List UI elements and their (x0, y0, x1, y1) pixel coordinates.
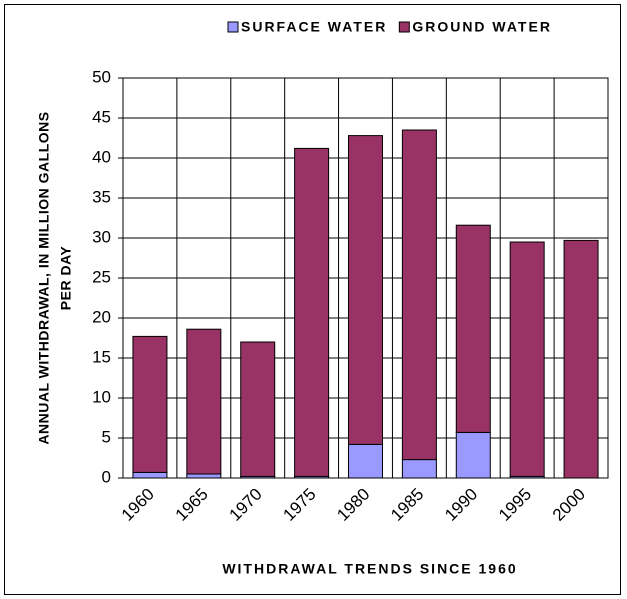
bar-segment (186, 473, 222, 479)
y-tick-label: 30 (92, 227, 111, 246)
bar-segment (348, 443, 383, 479)
bar-segment (294, 147, 330, 477)
y-tick-label: 15 (92, 347, 111, 366)
y-tick-label: 35 (92, 187, 111, 206)
y-tick-label: 0 (102, 467, 111, 486)
bar-segment (509, 241, 545, 477)
bar-segment (455, 431, 491, 479)
bar-segment (455, 224, 491, 433)
y-axis-label: ANNUAL WITHDRAWAL, IN MILLION GALLONS (36, 111, 52, 444)
bar-segment (186, 328, 222, 475)
y-axis-label: PER DAY (58, 246, 74, 311)
legend-label: GROUND WATER (412, 19, 552, 35)
legend-swatch (227, 21, 239, 33)
y-tick-label: 25 (92, 267, 111, 286)
bar-segment (240, 341, 276, 477)
legend-swatch (398, 21, 410, 33)
y-tick-label: 20 (92, 307, 111, 326)
y-tick-label: 50 (92, 67, 111, 86)
y-tick-label: 5 (102, 427, 111, 446)
bar-segment (132, 471, 168, 479)
legend-label: SURFACE WATER (241, 19, 387, 35)
y-tick-label: 40 (92, 147, 111, 166)
y-tick-label: 10 (92, 387, 111, 406)
bar-segment (563, 239, 599, 479)
bar-segment (401, 459, 437, 479)
bar-segment (348, 135, 383, 445)
bar-segment (401, 129, 437, 461)
y-tick-label: 45 (92, 107, 111, 126)
bar-segment (132, 335, 168, 473)
x-axis-label: WITHDRAWAL TRENDS SINCE 1960 (222, 561, 517, 577)
